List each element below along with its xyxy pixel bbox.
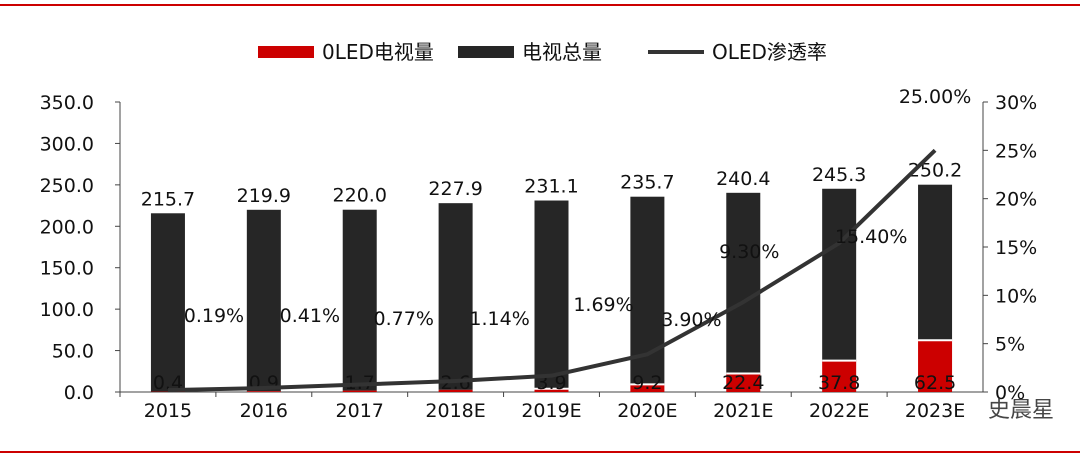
penetration-label: 25.00% <box>899 86 971 108</box>
right-tick-label: 20% <box>995 189 1037 211</box>
penetration-label: 15.40% <box>835 226 907 248</box>
total-value-label: 227.9 <box>428 178 482 200</box>
legend-label-total: 电视总量 <box>522 40 602 64</box>
total-value-label: 215.7 <box>141 188 195 210</box>
legend-swatch-total <box>458 46 514 58</box>
left-tick-label: 100.0 <box>40 299 94 321</box>
right-tick-label: 25% <box>995 140 1037 162</box>
left-tick-label: 50.0 <box>52 341 94 363</box>
left-tick-label: 350.0 <box>40 92 94 114</box>
total-value-label: 245.3 <box>812 164 866 186</box>
watermark: 史晨星 <box>988 392 1054 424</box>
oled-value-label: 37.8 <box>818 372 860 394</box>
penetration-label: 0.19% <box>184 305 244 327</box>
penetration-label: 1.14% <box>469 308 529 330</box>
x-tick-label: 2021E <box>713 400 773 422</box>
left-tick-label: 150.0 <box>40 258 94 280</box>
x-tick-label: 2022E <box>809 400 869 422</box>
total-value-label: 235.7 <box>620 172 674 194</box>
left-tick-label: 200.0 <box>40 216 94 238</box>
right-tick-label: 5% <box>995 334 1025 356</box>
total-bar <box>439 203 473 390</box>
total-bar <box>822 189 856 361</box>
total-bar <box>343 210 377 391</box>
oled-value-label: 62.5 <box>914 372 956 394</box>
left-tick-label: 0.0 <box>64 382 94 404</box>
right-tick-label: 30% <box>995 92 1037 114</box>
total-value-label: 219.9 <box>237 185 291 207</box>
total-bar <box>726 193 760 374</box>
x-tick-label: 2019E <box>521 400 581 422</box>
x-tick-label: 2023E <box>905 400 965 422</box>
x-tick-label: 2020E <box>617 400 677 422</box>
right-tick-label: 15% <box>995 237 1037 259</box>
x-tick-label: 2016 <box>240 400 288 422</box>
top-rule <box>0 4 1080 6</box>
total-bar <box>247 210 281 391</box>
total-value-label: 231.1 <box>524 176 578 198</box>
penetration-label: 3.90% <box>661 309 721 331</box>
oled-value-label: 22.4 <box>722 372 764 394</box>
total-bar <box>535 201 569 389</box>
total-bar <box>151 213 185 391</box>
penetration-label: 0.41% <box>280 305 340 327</box>
penetration-label: 9.30% <box>719 241 779 263</box>
penetration-label: 0.77% <box>374 308 434 330</box>
x-tick-label: 2017 <box>336 400 384 422</box>
bottom-rule <box>0 451 1080 453</box>
total-bar <box>918 185 952 341</box>
legend-label-penetration: OLED渗透率 <box>712 40 827 64</box>
penetration-label: 1.69% <box>573 294 633 316</box>
oled-value-label: 9.2 <box>632 372 662 394</box>
left-tick-label: 300.0 <box>40 133 94 155</box>
x-tick-label: 2018E <box>425 400 485 422</box>
right-tick-label: 10% <box>995 285 1037 307</box>
total-value-label: 240.4 <box>716 168 770 190</box>
legend-swatch-oled <box>258 46 314 58</box>
left-tick-label: 250.0 <box>40 175 94 197</box>
legend-label-oled: 0LED电视量 <box>322 40 434 64</box>
x-tick-label: 2015 <box>144 400 192 422</box>
total-value-label: 220.0 <box>333 185 387 207</box>
oled-value-label: 0.9 <box>249 372 279 394</box>
